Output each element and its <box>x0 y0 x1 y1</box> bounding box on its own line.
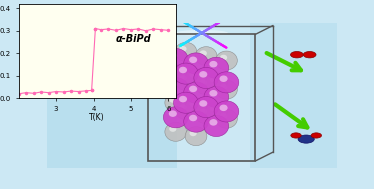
Ellipse shape <box>190 72 197 78</box>
Circle shape <box>291 133 301 138</box>
Ellipse shape <box>169 81 177 88</box>
Circle shape <box>311 133 322 138</box>
Ellipse shape <box>184 53 208 74</box>
Ellipse shape <box>165 93 187 112</box>
Ellipse shape <box>175 101 197 119</box>
Ellipse shape <box>169 52 177 59</box>
Ellipse shape <box>204 57 229 78</box>
Ellipse shape <box>199 100 207 107</box>
Ellipse shape <box>194 97 218 118</box>
Ellipse shape <box>215 51 237 70</box>
Ellipse shape <box>175 42 197 61</box>
Text: α-BiPd: α-BiPd <box>116 34 152 44</box>
Ellipse shape <box>184 82 208 103</box>
Ellipse shape <box>169 68 177 74</box>
Ellipse shape <box>194 67 218 88</box>
Ellipse shape <box>169 110 177 117</box>
Ellipse shape <box>214 101 239 122</box>
Ellipse shape <box>163 78 188 99</box>
Ellipse shape <box>169 97 177 103</box>
Circle shape <box>291 51 303 58</box>
Ellipse shape <box>195 76 217 95</box>
Ellipse shape <box>220 105 228 111</box>
Circle shape <box>303 51 316 58</box>
Ellipse shape <box>204 115 229 137</box>
Ellipse shape <box>180 46 187 52</box>
Ellipse shape <box>174 92 198 113</box>
Ellipse shape <box>175 71 197 90</box>
Ellipse shape <box>209 90 217 97</box>
Ellipse shape <box>220 75 228 82</box>
Ellipse shape <box>210 77 217 82</box>
Ellipse shape <box>205 102 227 121</box>
Ellipse shape <box>200 79 207 85</box>
Ellipse shape <box>204 86 229 108</box>
Ellipse shape <box>189 115 197 121</box>
Ellipse shape <box>165 122 187 141</box>
Ellipse shape <box>185 98 207 117</box>
Ellipse shape <box>195 47 217 66</box>
Ellipse shape <box>195 105 217 124</box>
Ellipse shape <box>163 49 188 70</box>
Ellipse shape <box>210 106 217 112</box>
Ellipse shape <box>200 108 207 114</box>
Ellipse shape <box>214 72 239 93</box>
Ellipse shape <box>209 61 217 67</box>
Ellipse shape <box>174 63 198 84</box>
Ellipse shape <box>209 119 217 126</box>
Ellipse shape <box>180 75 187 81</box>
Ellipse shape <box>215 109 237 128</box>
Ellipse shape <box>185 69 207 88</box>
Ellipse shape <box>220 113 227 119</box>
Ellipse shape <box>215 80 237 99</box>
Ellipse shape <box>176 30 228 36</box>
Ellipse shape <box>189 57 197 63</box>
Ellipse shape <box>179 67 187 73</box>
Ellipse shape <box>189 86 197 92</box>
Ellipse shape <box>169 126 177 132</box>
Ellipse shape <box>220 55 227 60</box>
Ellipse shape <box>200 50 207 56</box>
Ellipse shape <box>190 101 197 107</box>
Ellipse shape <box>163 107 188 128</box>
Ellipse shape <box>205 73 227 92</box>
Ellipse shape <box>185 127 207 146</box>
Circle shape <box>298 135 314 143</box>
X-axis label: T(K): T(K) <box>89 113 105 122</box>
Ellipse shape <box>199 71 207 78</box>
Ellipse shape <box>179 96 187 102</box>
Ellipse shape <box>180 104 187 110</box>
Ellipse shape <box>184 111 208 132</box>
Ellipse shape <box>190 130 197 136</box>
Ellipse shape <box>165 64 187 83</box>
Ellipse shape <box>220 84 227 90</box>
